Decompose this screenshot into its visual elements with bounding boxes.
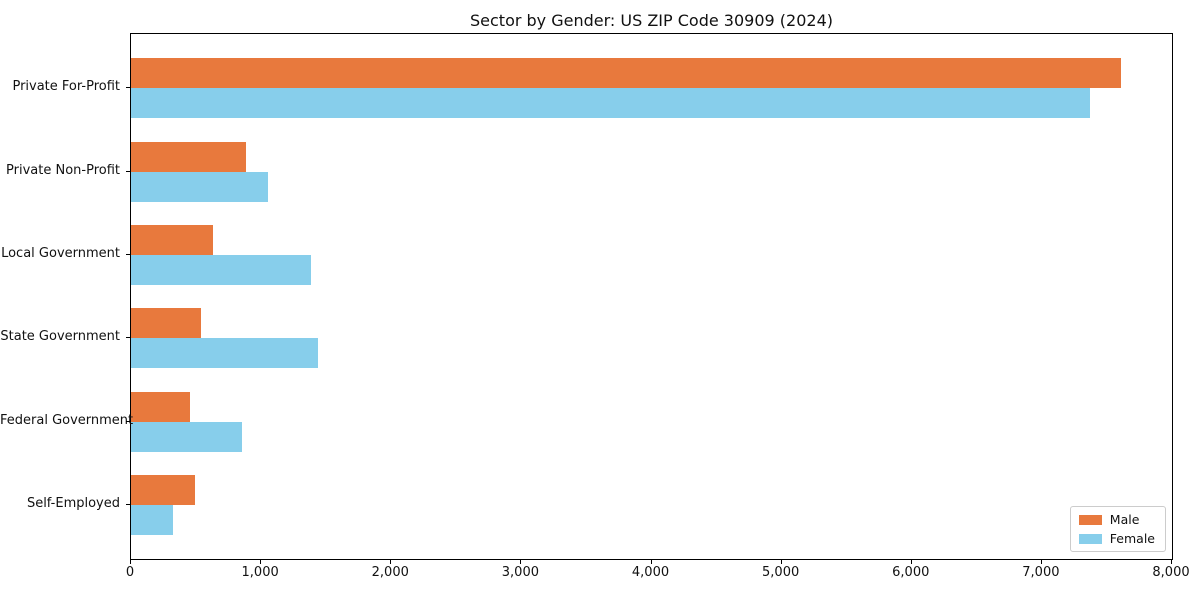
y-tick-mark	[126, 503, 130, 505]
x-tick-mark	[910, 560, 912, 564]
x-tick-label: 3,000	[501, 565, 539, 580]
legend-item-female: Female	[1078, 531, 1155, 546]
bar-male-1	[131, 141, 246, 172]
x-tick-label: 4,000	[631, 565, 670, 580]
x-tick-label: 0	[125, 565, 135, 580]
y-tick-mark	[126, 337, 130, 339]
bar-female-2	[131, 254, 312, 285]
bar-male-5	[131, 474, 195, 505]
bar-female-3	[131, 338, 318, 369]
legend-item-male: Male	[1078, 512, 1155, 527]
x-tick-label: 7,000	[1022, 565, 1060, 580]
x-tick-mark	[130, 560, 131, 564]
x-tick-mark	[520, 560, 522, 564]
legend-label-male: Male	[1109, 512, 1140, 527]
bar-female-1	[131, 171, 268, 202]
legend: Male Female	[1069, 506, 1166, 552]
x-tick-mark	[1040, 560, 1042, 564]
x-tick-label: 5,000	[762, 565, 800, 580]
x-tick-mark	[650, 560, 652, 564]
x-tick-mark	[1171, 560, 1172, 564]
x-tick-label: 6,000	[892, 565, 930, 580]
y-tick-label: Federal Government	[0, 412, 134, 428]
chart-title: Sector by Gender: US ZIP Code 30909 (202…	[470, 11, 833, 30]
x-tick-mark	[780, 560, 782, 564]
x-tick-mark	[260, 560, 262, 564]
y-tick-label: Self-Employed	[26, 495, 120, 511]
bar-male-2	[131, 224, 213, 255]
bar-male-4	[131, 391, 190, 422]
x-tick-label: 2,000	[371, 565, 409, 580]
y-tick-mark	[126, 253, 130, 255]
bar-male-3	[131, 308, 201, 339]
y-tick-label: State Government	[0, 329, 120, 345]
y-tick-mark	[126, 170, 130, 172]
plot-area: Male Female	[130, 33, 1173, 560]
y-tick-label: Private Non-Profit	[6, 162, 120, 178]
bar-female-4	[131, 421, 242, 452]
x-tick-label: 1,000	[241, 565, 279, 580]
y-tick-label: Private For-Profit	[12, 79, 120, 95]
legend-label-female: Female	[1109, 531, 1155, 546]
bar-female-0	[131, 88, 1091, 119]
y-tick-mark	[126, 420, 130, 422]
y-tick-label: Local Government	[1, 245, 120, 261]
legend-swatch-female	[1078, 533, 1102, 544]
bar-female-5	[131, 504, 173, 535]
x-tick-mark	[390, 560, 392, 564]
bar-male-0	[131, 58, 1122, 89]
x-tick-label: 8,000	[1152, 565, 1190, 580]
legend-swatch-male	[1078, 514, 1102, 525]
y-tick-mark	[126, 87, 130, 89]
